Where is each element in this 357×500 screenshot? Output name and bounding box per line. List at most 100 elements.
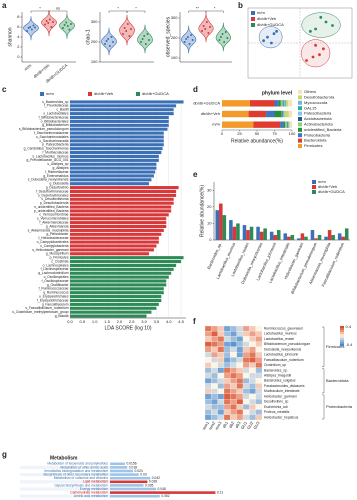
bar [70, 201, 174, 205]
legend-swatch [136, 92, 140, 96]
bar [70, 205, 172, 209]
heat-cell [255, 367, 263, 374]
group-bracket [322, 368, 325, 394]
bar [70, 256, 184, 260]
taxon-label: g_Enterorhabdus [43, 174, 69, 178]
sample-point [218, 39, 221, 41]
taxon-label: c_Clostridia [51, 259, 68, 263]
heat-cell [242, 367, 250, 374]
heat-cell [211, 383, 218, 389]
bar [317, 235, 322, 240]
taxon-label: o_Lachnospirales [43, 263, 69, 267]
heat-cell [230, 372, 237, 379]
sample-point [130, 28, 132, 30]
bar [229, 220, 233, 240]
value-label: 0.03 [140, 472, 147, 476]
x-tick-label: 4.0 [166, 319, 172, 324]
value-label: 0.048 [158, 487, 166, 491]
taxon-label: g_Oscillibacter [47, 283, 70, 287]
heat-cell [211, 414, 218, 421]
y-tick-label: 300 [171, 15, 178, 20]
heat-cell [255, 372, 263, 379]
taxon-label: p_Firmicutes [50, 256, 69, 260]
bar [70, 236, 159, 240]
violin [119, 14, 135, 46]
heat-cell [249, 341, 256, 347]
x-axis-label: LDA SCORE (log 10) [105, 325, 152, 331]
sig-bracket [205, 10, 224, 13]
sample-point [105, 40, 108, 42]
row-label: Parabacteroides_distasonis [264, 384, 305, 388]
bar [70, 271, 172, 275]
heat-cell [236, 357, 244, 363]
heat-cell [211, 352, 218, 358]
row-band [20, 469, 110, 473]
sample-point [63, 24, 66, 26]
taxon-label: g_Faecalibaculum [42, 302, 69, 306]
heat-cell [217, 372, 225, 379]
heat-cell [223, 372, 231, 379]
sample-point [185, 38, 188, 40]
heat-cell [230, 357, 237, 363]
y-tick-label: 100 [171, 55, 178, 60]
heat-cell [230, 409, 237, 415]
bar [70, 263, 177, 267]
heat-cell [223, 357, 231, 363]
heat-cell [242, 331, 250, 337]
heat-cell [249, 367, 256, 374]
bar [70, 302, 159, 306]
sample-point [108, 45, 111, 47]
x-tick-label: m/m [23, 62, 33, 71]
heat-cell [236, 367, 244, 374]
bar [110, 480, 148, 484]
group-label: Bacteroidota [326, 378, 349, 383]
legend-swatch [298, 117, 302, 121]
bar [70, 189, 177, 194]
y-tick-label: 30 [207, 187, 212, 192]
heat-cell [255, 362, 263, 368]
column-label: GU1 [240, 420, 249, 430]
heat-cell [204, 404, 212, 410]
taxon-label: f_Rikenellaceae [45, 170, 69, 174]
taxon-label: f_Prevotellaceae [44, 104, 69, 108]
heat-cell [255, 331, 263, 337]
heat-cell [204, 336, 212, 342]
bar [304, 236, 308, 240]
taxon-label: f_Erysipelotrichaceae [37, 298, 69, 302]
taxon-label: s_unidentified_Bacteria [34, 205, 68, 209]
bar [70, 244, 157, 248]
x-tick-label: 3.0 [141, 319, 147, 324]
heat-cell [217, 346, 225, 353]
bar [70, 252, 149, 256]
taxon-label: g_Helicobacter [47, 232, 70, 236]
column-label: mm1 [201, 420, 210, 431]
colorbar-step [340, 334, 344, 336]
taxon-label: f_Saccharimonadaceae [34, 131, 69, 135]
legend-label: Desulfobacterota [304, 94, 335, 99]
heat-cell [230, 399, 237, 405]
sig-label: ** [196, 6, 200, 11]
taxon-label: f_Ruminococcaceae [39, 287, 69, 291]
row-band [20, 487, 110, 491]
sample-point [123, 27, 126, 29]
legend-swatch [298, 122, 302, 127]
sample-point [44, 23, 46, 26]
sample-point [50, 26, 53, 28]
category-label: Energy metabolism [80, 487, 108, 491]
heat-cell [236, 341, 244, 347]
sig-label: * [39, 6, 41, 11]
sample-point [207, 32, 210, 34]
bar [70, 314, 147, 318]
heat-cell [236, 346, 244, 353]
colorbar-step [340, 340, 344, 342]
heat-cell [204, 409, 212, 415]
legend-swatch [312, 180, 316, 184]
heat-cell [204, 378, 212, 384]
legend-label: Bacteroidota [304, 138, 327, 143]
heat-cell [249, 331, 256, 337]
bar-segment [285, 121, 288, 128]
x-tick-label: 0 [221, 131, 224, 136]
heat-cell [230, 378, 237, 384]
bar [70, 182, 149, 186]
